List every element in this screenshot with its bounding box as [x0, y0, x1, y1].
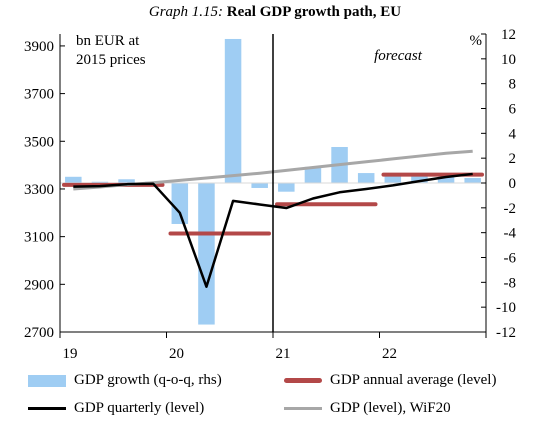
right-tick-label: -12 [496, 325, 516, 341]
title-prefix: Graph 1.15: [148, 4, 224, 20]
legend-item-quarterly: GDP quarterly (level) [28, 400, 204, 417]
growth-bar [91, 181, 109, 183]
growth-bar [278, 183, 295, 192]
title-main: Real GDP growth path, EU [226, 4, 402, 20]
right-tick-label: 4 [509, 126, 517, 142]
legend-label-wif20: GDP (level), WiF20 [330, 400, 451, 416]
growth-bar [65, 176, 82, 183]
left-tick-label: 2900 [24, 277, 54, 293]
right-tick-label: 8 [509, 77, 517, 93]
right-unit-label: % [470, 33, 483, 49]
legend-swatch-wif20 [284, 407, 322, 410]
legend-swatch-growth [28, 374, 66, 387]
legend: GDP growth (q-o-q, rhs) GDP annual avera… [28, 368, 548, 424]
legend-label-annual: GDP annual average (level) [330, 372, 497, 388]
right-tick-label: 2 [509, 151, 517, 167]
right-tick-label: 12 [501, 27, 516, 43]
right-tick-label: 0 [509, 176, 517, 192]
growth-bar [171, 183, 189, 224]
right-tick-label: -2 [504, 201, 517, 217]
axis-labels: 2700 2900 3100 3300 3500 3700 3900 -12 -10 -8 -6 -4… [24, 27, 517, 362]
right-tick-label: 10 [501, 52, 516, 68]
growth-bar [224, 38, 242, 183]
growth-bar [304, 166, 322, 183]
growth-bar [357, 173, 375, 183]
right-tick-label: 6 [509, 102, 517, 118]
growth-bar [198, 183, 215, 325]
chart-title: Graph 1.15: Real GDP growth path, EU [0, 4, 550, 21]
x-year-label: 22 [382, 346, 397, 362]
left-unit-line2: 2015 prices [76, 52, 146, 68]
legend-swatch-quarterly [28, 407, 66, 410]
right-tick-label: -8 [504, 275, 517, 291]
growth-bar [437, 176, 455, 183]
left-unit-line1: bn EUR at [76, 33, 140, 49]
left-tick-label: 3700 [24, 87, 54, 103]
right-tick-label: -6 [504, 251, 517, 267]
x-year-label: 21 [276, 346, 291, 362]
legend-item-annual: GDP annual average (level) [284, 372, 496, 389]
legend-item-growth: GDP growth (q-o-q, rhs) [28, 372, 222, 389]
growth-bar [118, 179, 135, 183]
left-tick-label: 3300 [24, 182, 54, 198]
left-tick-label: 3100 [24, 230, 54, 246]
growth-bar [384, 175, 402, 183]
legend-label-growth: GDP growth (q-o-q, rhs) [74, 372, 222, 388]
legend-swatch-annual [284, 378, 322, 383]
growth-bar [251, 183, 268, 188]
forecast-label: forecast [374, 48, 423, 64]
left-tick-label: 3900 [24, 39, 54, 55]
legend-item-wif20: GDP (level), WiF20 [284, 400, 451, 417]
left-tick-label: 2700 [24, 325, 54, 341]
legend-label-quarterly: GDP quarterly (level) [74, 400, 205, 416]
growth-bar [411, 175, 428, 183]
growth-bar [464, 178, 481, 183]
axes [59, 33, 487, 338]
right-tick-label: -4 [504, 226, 517, 242]
x-year-label: 19 [63, 346, 78, 362]
right-tick-label: -10 [496, 300, 516, 316]
x-year-label: 20 [169, 346, 184, 362]
growth-bars [65, 38, 481, 325]
left-tick-label: 3500 [24, 134, 54, 150]
